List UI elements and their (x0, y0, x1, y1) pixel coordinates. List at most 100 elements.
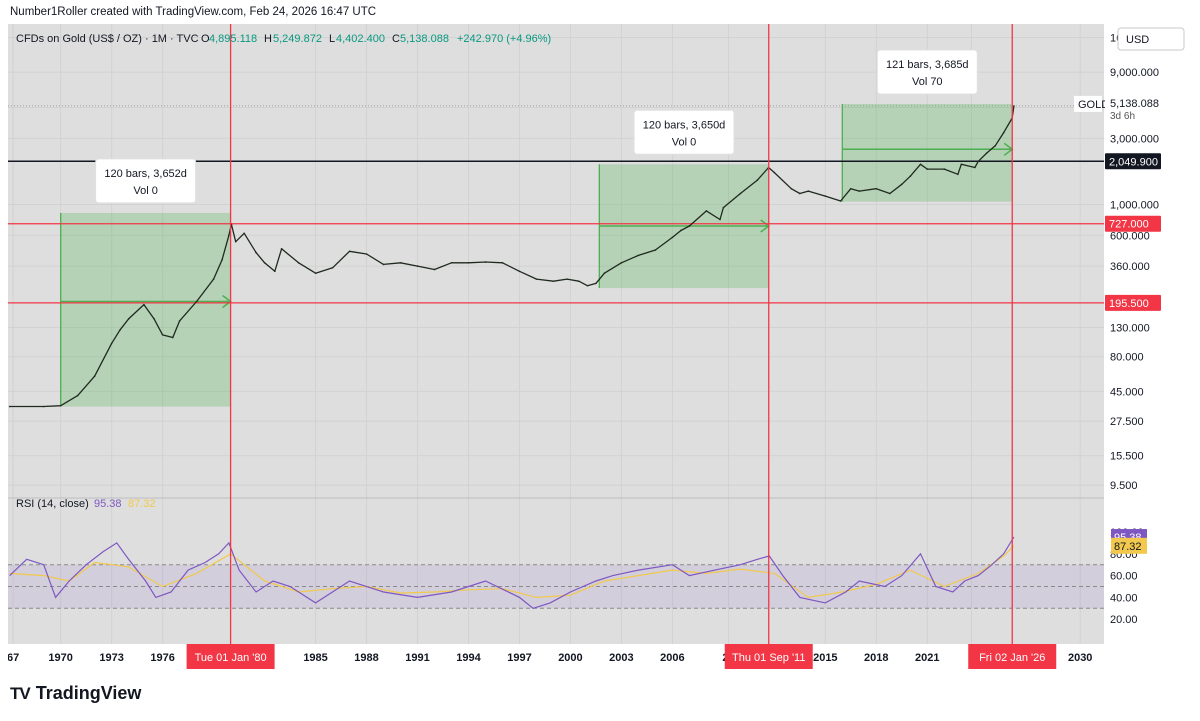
price-tick: 9.500 (1110, 480, 1138, 492)
price-tick: 15.500 (1110, 451, 1144, 463)
price-point (263, 262, 266, 264)
price-point (153, 318, 155, 320)
price-point (807, 190, 810, 192)
measure-box-1[interactable] (60, 212, 231, 407)
price-point (637, 254, 640, 257)
price-point (119, 329, 121, 331)
price-series (8, 105, 1015, 408)
measure-label-box (95, 158, 197, 204)
price-point (790, 187, 793, 190)
price-point (839, 200, 842, 202)
gold-chart[interactable]: 120 bars, 3,652d Vol 0 120 bars, 3,650d Vol… (7, 24, 1192, 669)
rsi-ma-value-tag (1111, 537, 1147, 554)
time-tick: 1970 (48, 652, 72, 664)
time-tick: 1988 (354, 652, 378, 664)
price-point (535, 278, 538, 280)
symbol-legend[interactable]: CFDs on Gold (US$ / OZ) · 1M · TVC O 4,8… (16, 33, 551, 45)
vline-time-label: Thu 01 Sep '11 (732, 652, 805, 664)
price-tick: 3,000.000 (1110, 133, 1159, 145)
price-point (228, 234, 230, 237)
hline-axis-label: 727.000 (1109, 219, 1149, 231)
rsi-legend[interactable]: RSI (14, close) 95.38 87.32 (16, 498, 156, 510)
time-tick: 1997 (507, 652, 531, 664)
tradingview-brand[interactable]: TV TradingView (10, 683, 141, 704)
hline-axis-tag (1105, 294, 1161, 311)
price-point (799, 192, 801, 195)
measure-label-box (876, 49, 978, 95)
price-point (909, 175, 912, 178)
price-point (773, 171, 776, 174)
price-point (518, 270, 521, 273)
legend-close: 5,138.088 (400, 33, 449, 45)
time-tick: 2018 (864, 652, 888, 664)
price-tick: 80.000 (1110, 352, 1144, 364)
measure-boxes[interactable] (60, 104, 1014, 407)
measure-label-bars: 120 bars, 3,650d (643, 119, 726, 131)
price-point (900, 183, 903, 186)
price-point (110, 342, 113, 345)
price-point (578, 280, 580, 283)
price-point (331, 266, 334, 269)
price-tick: 45.000 (1110, 386, 1144, 398)
currency-button-bg[interactable] (1117, 27, 1185, 51)
price-point (297, 262, 300, 264)
price-point (688, 225, 691, 227)
price-point (566, 278, 568, 280)
price-point (739, 192, 742, 195)
rsi-line (9, 536, 1015, 609)
price-point (416, 265, 419, 267)
price-point (501, 262, 504, 264)
last-price-tag (1105, 93, 1165, 124)
price-point (943, 168, 946, 170)
price-point (127, 318, 130, 320)
time-tick: 1973 (99, 652, 123, 664)
price-point (484, 261, 487, 263)
price-point (719, 218, 721, 221)
legend-open: 4,895.118 (209, 33, 257, 45)
price-tick: 9,000.000 (1110, 67, 1159, 79)
vertical-lines[interactable] (229, 24, 1013, 644)
price-tick: 360.000 (1110, 261, 1150, 273)
rsi-pane[interactable] (8, 536, 1104, 609)
rsi-legend-value: 95.38 (94, 498, 122, 510)
price-tick: 27.500 (1110, 416, 1144, 428)
price-point (977, 160, 980, 163)
creator-caption: Number1Roller created with TradingView.c… (10, 6, 377, 18)
price-point (161, 334, 164, 336)
hline-axis-label: 195.500 (1109, 298, 1149, 310)
price-point (212, 278, 215, 280)
time-tick: 2006 (660, 652, 684, 664)
price-point (243, 232, 245, 235)
measure-label-vol: Vol 0 (133, 185, 157, 197)
rsi-legend-ma-value: 87.32 (128, 498, 156, 510)
price-point (143, 303, 145, 306)
price-point (382, 263, 385, 266)
price-point (450, 262, 453, 264)
price-point (671, 236, 674, 239)
chart-panel[interactable]: 120 bars, 3,652d Vol 0 120 bars, 3,650d Vol… (7, 24, 1192, 669)
legend-symbol: CFDs on Gold (US$ / OZ) · 1M · TVC (16, 33, 199, 45)
price-point (824, 195, 827, 197)
price-point (850, 187, 852, 190)
vline-time-tag (724, 644, 813, 669)
legend-high-label: H (264, 33, 272, 45)
price-point (348, 250, 351, 253)
legend-low-label: L (329, 33, 335, 45)
hline-axis-label: 2,049.900 (1109, 156, 1158, 168)
time-tick: 2003 (609, 652, 633, 664)
currency-button[interactable]: USD (1117, 27, 1185, 51)
time-axis[interactable]: 67 1970 1973 1976 1985 1988 1991 1994 1997 2000 20… (7, 644, 1104, 669)
price-point (273, 270, 276, 273)
price-point (42, 405, 45, 408)
price-point (314, 272, 317, 274)
price-point (603, 272, 606, 274)
time-tick: 1994 (456, 652, 481, 664)
price-point (974, 166, 976, 169)
gold-symbol-tag (1074, 95, 1102, 112)
vline-time-label: Fri 02 Jan '26 (979, 652, 1045, 664)
price-point (985, 152, 988, 154)
price-point (960, 163, 963, 166)
measure-box-3[interactable] (842, 104, 1013, 202)
price-point (994, 144, 997, 147)
rsi-tick: 20.00 (1110, 614, 1138, 626)
